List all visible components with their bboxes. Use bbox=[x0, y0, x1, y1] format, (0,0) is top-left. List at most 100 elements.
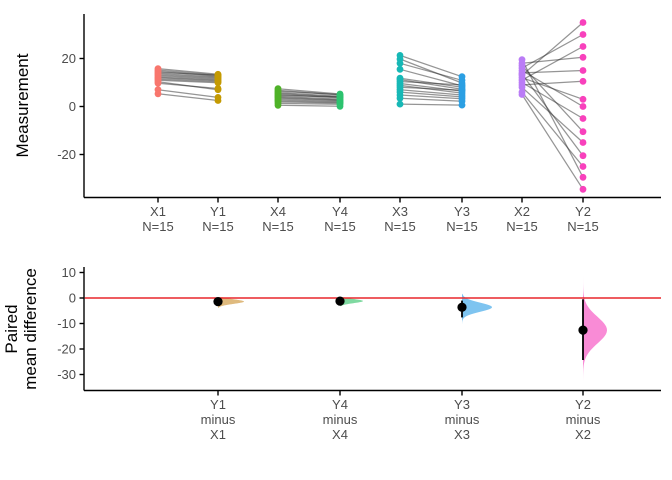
slope-line-X4-Y4 bbox=[277, 90, 341, 96]
group-n-label-Y2: N=15 bbox=[567, 219, 598, 234]
group-n-label-Y4: N=15 bbox=[324, 219, 355, 234]
data-point-Y2 bbox=[579, 115, 587, 122]
slope-line-X2-Y2 bbox=[521, 22, 584, 76]
data-point-Y3 bbox=[458, 86, 466, 94]
slope-line-X2-Y2 bbox=[521, 94, 584, 190]
comparison-label: Y1 bbox=[210, 397, 226, 412]
data-point-Y2 bbox=[579, 128, 587, 136]
slope-line-X2-Y2 bbox=[521, 73, 584, 157]
group-label-Y1: Y1 bbox=[210, 204, 226, 219]
slope-line-X4-Y4 bbox=[277, 88, 341, 95]
slope-line-X2-Y2 bbox=[521, 65, 584, 133]
bottom-y-tick-label: -20 bbox=[57, 342, 76, 357]
slope-line-X1-Y1 bbox=[157, 82, 219, 90]
data-point-X3 bbox=[396, 94, 404, 102]
slope-line-X1-Y1 bbox=[157, 93, 219, 102]
mean-difference-dot bbox=[457, 302, 467, 312]
slope-line-X4-Y4 bbox=[277, 94, 341, 98]
slope-line-X3-Y3 bbox=[399, 62, 463, 81]
data-point-X3 bbox=[396, 65, 404, 73]
slope-line-X1-Y1 bbox=[157, 76, 219, 81]
data-point-Y2 bbox=[579, 103, 587, 110]
data-point-X3 bbox=[396, 100, 404, 108]
mean-difference-dot bbox=[213, 297, 223, 307]
top-y-tick-label: -20 bbox=[57, 147, 76, 162]
violin-Y1-minus-X1 bbox=[218, 297, 244, 308]
data-point-Y2 bbox=[579, 77, 587, 85]
data-point-X3 bbox=[396, 59, 404, 67]
bottom-y-tick-label: -30 bbox=[57, 367, 76, 382]
data-point-Y3 bbox=[458, 81, 466, 89]
data-point-X1 bbox=[154, 90, 162, 98]
group-n-label-X3: N=15 bbox=[384, 219, 415, 234]
data-point-Y4 bbox=[336, 102, 344, 110]
data-point-Y2 bbox=[579, 53, 587, 61]
slope-line-X3-Y3 bbox=[399, 80, 463, 86]
data-point-Y2 bbox=[579, 95, 587, 103]
comparison-label: X4 bbox=[332, 427, 348, 442]
data-point-X2 bbox=[518, 62, 526, 70]
data-point-Y1 bbox=[214, 85, 222, 92]
bottom-y-tick-label: -10 bbox=[57, 316, 76, 331]
data-point-Y1 bbox=[214, 97, 222, 104]
slope-line-X1-Y1 bbox=[157, 75, 219, 80]
data-point-Y2 bbox=[579, 185, 587, 193]
slope-line-X4-Y4 bbox=[277, 97, 341, 102]
slope-line-X1-Y1 bbox=[157, 73, 219, 79]
data-point-Y2 bbox=[579, 67, 587, 74]
group-label-X4: X4 bbox=[270, 204, 286, 219]
data-point-Y2 bbox=[579, 173, 587, 181]
slope-line-X4-Y4 bbox=[277, 100, 341, 104]
group-label-X1: X1 bbox=[150, 204, 166, 219]
data-point-X2 bbox=[518, 70, 526, 78]
slope-line-X4-Y4 bbox=[277, 95, 341, 100]
slope-line-X2-Y2 bbox=[521, 56, 584, 64]
comparison-label: minus bbox=[323, 412, 358, 427]
slope-line-X3-Y3 bbox=[399, 68, 463, 87]
slope-line-X3-Y3 bbox=[399, 78, 463, 90]
violin-Y4-minus-X4 bbox=[340, 297, 363, 307]
group-label-Y2: Y2 bbox=[575, 204, 591, 219]
data-point-Y2 bbox=[579, 31, 587, 38]
slope-line-X1-Y1 bbox=[157, 79, 219, 84]
top-y-tick-label: 0 bbox=[69, 99, 76, 114]
slope-line-X1-Y1 bbox=[157, 78, 219, 83]
slope-line-X4-Y4 bbox=[277, 91, 341, 97]
mean-difference-dot bbox=[578, 325, 588, 335]
slope-line-X3-Y3 bbox=[399, 58, 463, 84]
group-n-label-Y3: N=15 bbox=[446, 219, 477, 234]
slope-line-X4-Y4 bbox=[277, 104, 341, 107]
group-label-X2: X2 bbox=[514, 204, 530, 219]
comparison-label: minus bbox=[201, 412, 236, 427]
data-point-Y2 bbox=[579, 19, 587, 26]
data-point-Y2 bbox=[579, 43, 587, 50]
group-n-label-X1: N=15 bbox=[142, 219, 173, 234]
slope-line-X3-Y3 bbox=[399, 91, 463, 98]
bottom-y-tick-label: 0 bbox=[69, 291, 76, 306]
slope-line-X1-Y1 bbox=[157, 71, 219, 76]
slope-line-X4-Y4 bbox=[277, 101, 341, 104]
data-point-Y3 bbox=[458, 101, 466, 109]
bottom-y-axis-title-line1: Paired bbox=[2, 304, 21, 353]
comparison-label: Y4 bbox=[332, 397, 348, 412]
top-y-axis-title: Measurement bbox=[13, 53, 32, 157]
violin-Y3-minus-X3 bbox=[462, 293, 492, 325]
comparison-label: X1 bbox=[210, 427, 226, 442]
data-point-X4 bbox=[274, 101, 282, 109]
slope-line-X2-Y2 bbox=[521, 91, 584, 167]
slope-line-X3-Y3 bbox=[399, 89, 463, 96]
slope-line-X2-Y2 bbox=[521, 80, 584, 86]
slope-line-X3-Y3 bbox=[399, 54, 463, 78]
group-n-label-X4: N=15 bbox=[262, 219, 293, 234]
data-point-X2 bbox=[518, 91, 526, 98]
data-point-Y2 bbox=[579, 139, 587, 146]
slope-line-X3-Y3 bbox=[399, 97, 463, 102]
slope-line-X3-Y3 bbox=[399, 103, 463, 106]
comparison-label: X2 bbox=[575, 427, 591, 442]
comparison-label: minus bbox=[445, 412, 480, 427]
slope-line-X2-Y2 bbox=[521, 59, 584, 178]
comparison-label: X3 bbox=[454, 427, 470, 442]
mean-difference-dot bbox=[335, 296, 345, 306]
